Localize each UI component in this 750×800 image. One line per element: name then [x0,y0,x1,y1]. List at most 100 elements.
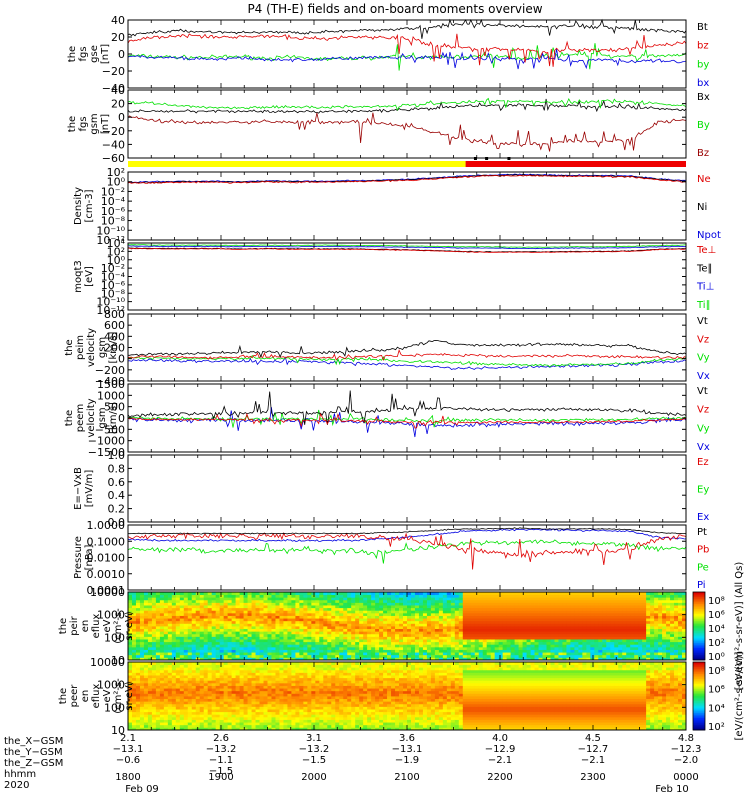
spectrogram-cell [183,610,189,614]
spectrogram-cell [319,641,324,645]
spectrogram-cell [678,623,683,627]
spectrogram-cell [179,719,185,723]
spectrogram-cell [347,599,352,603]
spectrogram-cell [243,641,248,645]
spectrogram-cell [203,654,209,658]
spectrogram-cell [267,644,272,648]
y-axis-label-line: sr-eV) [124,611,135,640]
spectrogram-cell [538,641,543,645]
spectrogram-cell [155,690,161,694]
spectrogram-cell [630,628,635,632]
spectrogram-cell [514,612,519,616]
spectrogram-cell [203,599,209,603]
spectrogram-cell [295,641,300,645]
spectrogram-cell [654,592,659,596]
spectrogram-cell [223,599,229,603]
spectrogram-cell [674,594,679,598]
spectrogram-cell [574,618,579,622]
spectrogram-cell [542,636,547,640]
spectrogram-cell [235,646,240,650]
y-tick-label: 0.4 [108,489,126,502]
spectrogram-cell [187,652,193,656]
spectrogram-cell [498,610,504,614]
spectrogram-cell [139,597,145,601]
spectrogram-cell [307,599,312,603]
spectrogram-cell [279,618,284,622]
spectrogram-cell [654,646,659,650]
spectrogram-cell [646,602,651,606]
spectrogram-cell [151,644,157,648]
spectrogram-cell [271,623,276,627]
spectrogram-cell [590,594,595,598]
spectrogram-cell [343,626,348,630]
spectrogram-cell [670,652,675,656]
spectrogram-cell [674,610,679,614]
spectrogram-cell [391,623,396,627]
spectrogram-cell [143,669,149,673]
spectrogram-cell [446,605,452,609]
spectrogram-cell [223,602,229,606]
spectrogram-cell [139,633,145,637]
spectrogram-cell [275,618,280,622]
spectrogram-cell [383,592,388,596]
spectrogram-cell [151,626,157,630]
spectrogram-cell [399,654,404,658]
spectrogram-cell [438,626,444,630]
spectrogram-cell [159,607,165,611]
spectrogram-cell [155,628,161,632]
spectrogram-cell [128,644,133,648]
spectrogram-cell [211,628,217,632]
spectrogram-cell [159,610,165,614]
spectrogram-cell [626,652,631,656]
spectrogram-cell [562,646,567,650]
spectrogram-cell [446,633,452,637]
spectrogram-cell [143,664,149,668]
spectrogram-cell [343,615,348,619]
spectrogram-cell [143,652,149,656]
spectrogram-cell [430,644,436,648]
spectrogram-cell [494,623,500,627]
spectrogram-cell [159,620,165,624]
spectrogram-cell [582,641,587,645]
spectrogram-cell [598,599,603,603]
spectrogram-cell [279,628,284,632]
spectrogram-cell [383,633,388,637]
spectrogram-cell [223,636,229,640]
spectrogram-cell [263,657,268,661]
spectrogram-cell [418,646,424,650]
spectrogram-cell [195,607,201,611]
spectrogram-cell [131,602,137,606]
colorbar-cell [693,612,705,615]
spectrogram-cell [359,654,364,658]
series-line-green [127,355,687,368]
spectrogram-cell [143,605,149,609]
spectrogram-cell [287,602,292,606]
spectrogram-cell [395,592,400,596]
spectrogram-cell [630,633,635,637]
y-tick-label: −400 [95,375,125,388]
spectrogram-cell [530,657,535,661]
spectrogram-cell [426,644,432,648]
spectrogram-cell [666,631,671,635]
spectrogram-cell [243,654,248,658]
spectrogram-cell [291,649,296,653]
spectrogram-cell [414,631,420,635]
spectrogram-cell [299,605,304,609]
spectrogram-cell [490,618,496,622]
spectrogram-cell [658,657,663,661]
spectrogram-cell [231,631,237,635]
spectrogram-cell [383,631,388,635]
spectrogram-cell [634,657,639,661]
spectrogram-cell [654,626,659,630]
spectrogram-cell [630,602,635,606]
spectrogram-cell [283,633,288,637]
spectrogram-cell [139,714,145,718]
spectrogram-cell [478,620,484,624]
spectrogram-cell [271,641,276,645]
spectrogram-cell [191,633,197,637]
spectrogram-cell [195,636,201,640]
spectrogram-cell [550,631,555,635]
spectrogram-cell [135,612,141,616]
